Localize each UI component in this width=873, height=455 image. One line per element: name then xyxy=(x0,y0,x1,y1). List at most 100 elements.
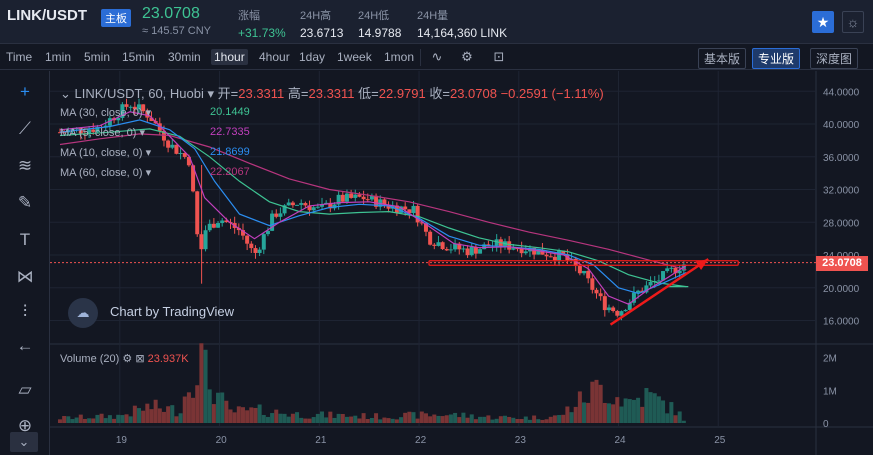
candle-body xyxy=(594,289,599,294)
candle-body xyxy=(423,223,428,232)
volume-bar xyxy=(573,406,578,423)
candle-body xyxy=(295,204,300,206)
volume-bar xyxy=(619,406,624,423)
ma-label: MA (30, close, 0) xyxy=(60,107,143,119)
volume-bar xyxy=(673,415,678,423)
volume-bar xyxy=(270,413,275,423)
candle-body xyxy=(128,106,133,108)
measure-icon[interactable]: ⫶ xyxy=(22,302,28,321)
ruler-icon[interactable]: ▱ xyxy=(18,380,32,399)
collapse-icon[interactable]: ⌄ xyxy=(60,86,71,101)
stat-change: 涨幅 +31.73% xyxy=(238,7,286,40)
candle-body xyxy=(636,290,641,293)
candle-body xyxy=(141,104,146,112)
candle-body xyxy=(411,205,416,214)
volume-bar xyxy=(145,403,150,423)
candle-body xyxy=(265,230,270,235)
crosshair-icon[interactable]: + xyxy=(20,82,30,101)
ma-legend-row[interactable]: MA (60, close, 0) ▾ 22.2067 xyxy=(60,166,250,179)
volume-bar xyxy=(91,418,96,423)
legend-symbol[interactable]: LINK/USDT, 60, Huobi xyxy=(74,86,204,101)
volume-bar xyxy=(340,414,345,423)
star-icon[interactable]: ★ xyxy=(812,11,834,33)
interval-4hour[interactable]: 4hour xyxy=(259,50,290,64)
candles xyxy=(57,98,686,321)
volume-bar xyxy=(95,414,100,423)
interval-15min[interactable]: 15min xyxy=(122,50,155,64)
ma-legend-row[interactable]: MA (30, close, 0) ▾ 20.1449 xyxy=(60,106,250,119)
version-basic-button[interactable]: 基本版 xyxy=(698,48,747,69)
open-label: 开= xyxy=(217,86,239,101)
candle-body xyxy=(453,243,458,250)
interval-5min[interactable]: 5min xyxy=(84,50,111,64)
brush-icon[interactable]: ✎ xyxy=(17,193,33,212)
candle-body xyxy=(369,195,374,200)
symbol-dropdown-icon[interactable]: ▾ xyxy=(207,86,215,101)
candle-body xyxy=(365,199,370,201)
zoom-icon[interactable]: ⊕ xyxy=(17,416,33,435)
volume-bar xyxy=(161,411,166,423)
volume-bar xyxy=(282,413,287,423)
price-chart[interactable]: 44.000040.000036.000032.000028.000024.00… xyxy=(50,71,873,455)
volume-bar xyxy=(249,407,254,423)
interval-1day[interactable]: 1day xyxy=(299,50,326,64)
interval-1min[interactable]: 1min xyxy=(45,50,72,64)
interval-1hour[interactable]: 1hour xyxy=(211,49,248,65)
annotation-arrow-line xyxy=(609,258,709,326)
candle-body xyxy=(656,280,661,282)
volume-bar xyxy=(353,415,358,423)
volume-bars xyxy=(57,343,686,423)
version-pro-button[interactable]: 专业版 xyxy=(752,48,801,69)
fib-icon[interactable]: ≋ xyxy=(17,156,33,175)
settings-icon[interactable]: ⚙ xyxy=(461,49,473,64)
candle-body xyxy=(95,127,100,132)
volume-bar xyxy=(557,415,562,423)
chevron-down-icon[interactable]: ⌄ xyxy=(10,432,38,452)
volume-bar xyxy=(220,392,225,423)
candle-body xyxy=(195,191,200,235)
volume-bar xyxy=(182,396,187,423)
pair-name[interactable]: LINK/USDT xyxy=(7,7,87,24)
volume-bar xyxy=(315,413,320,423)
volume-bar xyxy=(390,418,395,423)
interval-30min[interactable]: 30min xyxy=(168,50,201,64)
volume-bar xyxy=(394,419,399,423)
candle-body xyxy=(444,249,449,251)
candle-body xyxy=(677,270,682,274)
open-value: 23.3311 xyxy=(238,86,285,101)
ma-legend-row[interactable]: MA (10, close, 0) ▾ 21.8699 xyxy=(60,146,250,159)
volume-bar xyxy=(399,417,404,423)
candle-body xyxy=(432,244,437,246)
volume-bar xyxy=(652,393,657,423)
volume-bar xyxy=(503,415,508,423)
volume-bar xyxy=(511,417,516,423)
cny-price: ≈ 145.57 CNY xyxy=(142,25,212,37)
candle-body xyxy=(170,144,175,148)
interval-time[interactable]: Time xyxy=(6,50,33,64)
volume-bar xyxy=(577,391,582,423)
volume-bar xyxy=(527,419,532,423)
volume-bar xyxy=(57,419,62,423)
high-value: 23.6713 xyxy=(300,26,344,40)
settings-icon[interactable]: ⚙ xyxy=(122,353,133,365)
text-icon[interactable]: T xyxy=(19,230,31,249)
interval-1mon[interactable]: 1mon xyxy=(384,50,415,64)
trendline-icon[interactable]: ⟋ xyxy=(19,119,31,138)
candle-body xyxy=(619,311,624,316)
annotation-rect xyxy=(428,260,739,266)
indicators-icon[interactable]: ∿ xyxy=(431,49,443,64)
volume-legend: Volume (20) ⚙ ⊠ 23.937K xyxy=(60,352,189,365)
sun-icon[interactable]: ☼ xyxy=(842,11,864,33)
screenshot-icon[interactable]: ⊡ xyxy=(493,49,505,64)
back-arrow-icon[interactable]: ← xyxy=(16,336,34,355)
pattern-icon[interactable]: ⋈ xyxy=(16,267,34,286)
interval-1week[interactable]: 1week xyxy=(337,50,372,64)
depth-chart-button[interactable]: 深度图 xyxy=(810,48,859,69)
y-tick-label: 32.0000 xyxy=(823,186,860,197)
volume-bar xyxy=(482,416,487,423)
candle-body xyxy=(74,128,79,130)
candle-body xyxy=(382,199,387,205)
close-icon[interactable]: ⊠ xyxy=(135,353,145,365)
ma-legend-row[interactable]: MA (5, close, 0) ▾ 22.7335 xyxy=(60,126,250,139)
candle-body xyxy=(469,246,474,256)
